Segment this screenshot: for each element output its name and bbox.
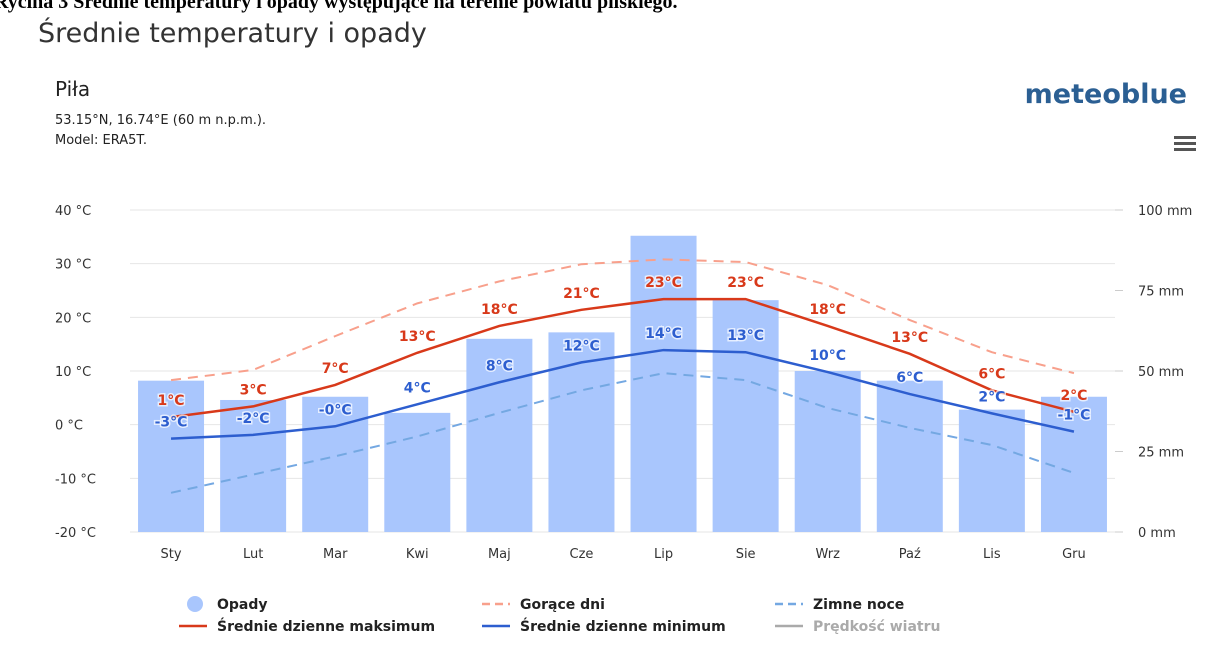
data-label: 14°C	[645, 326, 682, 342]
legend-label[interactable]: Prędkość wiatru	[813, 619, 940, 635]
data-label: 13°C	[891, 330, 928, 346]
line	[170, 297, 1075, 419]
data-label: -2°C	[237, 411, 270, 427]
bar	[630, 235, 697, 532]
y-tick-label: 20 °C	[55, 311, 91, 326]
legend-swatch	[187, 596, 203, 612]
line	[170, 258, 1075, 382]
data-label: 2°C	[978, 389, 1005, 405]
x-tick-label: Sie	[736, 547, 756, 562]
data-label: -1°C	[1058, 408, 1091, 424]
y2-tick-label: 100 mm	[1138, 204, 1192, 219]
y-tick-label: 40 °C	[55, 204, 91, 219]
x-tick-label: Mar	[323, 547, 348, 562]
brand-logo: meteoblue	[1025, 79, 1187, 110]
bar	[466, 338, 533, 532]
bar	[1040, 396, 1107, 532]
y-tick-label: -10 °C	[55, 472, 96, 487]
data-label: 13°C	[727, 328, 764, 344]
data-label: 21°C	[563, 286, 600, 302]
legend-label[interactable]: Zimne noce	[813, 597, 904, 613]
data-label: 23°C	[645, 275, 682, 291]
data-label: 2°C	[1060, 388, 1087, 404]
y2-tick-label: 50 mm	[1138, 365, 1184, 380]
data-label: 6°C	[978, 366, 1005, 382]
data-label: 4°C	[404, 380, 431, 396]
data-label: 23°C	[727, 275, 764, 291]
data-label: -0°C	[319, 402, 352, 418]
bar	[138, 380, 205, 532]
bar	[794, 371, 861, 532]
data-label: 18°C	[481, 302, 518, 318]
y2-tick-label: 75 mm	[1138, 285, 1184, 300]
bar	[958, 409, 1025, 532]
x-tick-label: Cze	[570, 547, 594, 562]
legend-label[interactable]: Średnie dzienne maksimum	[217, 617, 435, 635]
x-tick-label: Lis	[983, 547, 1001, 562]
chart-title: Średnie temperatury i opady	[38, 17, 427, 49]
y-tick-label: 30 °C	[55, 258, 91, 273]
location: Piła	[55, 77, 90, 101]
x-tick-label: Maj	[488, 547, 511, 562]
bar	[384, 412, 451, 532]
data-label: 13°C	[399, 329, 436, 345]
data-label: 10°C	[809, 348, 846, 364]
coordinates: 53.15°N, 16.74°E (60 m n.p.m.).	[55, 113, 266, 128]
data-label: 12°C	[563, 338, 600, 354]
y-tick-label: 0 °C	[55, 419, 83, 434]
data-label: 6°C	[896, 370, 923, 386]
data-label: 1°C	[158, 393, 185, 409]
line	[170, 372, 1075, 494]
y2-tick-label: 25 mm	[1138, 446, 1184, 461]
data-label: -3°C	[155, 415, 188, 431]
legend-label[interactable]: Gorące dni	[520, 597, 605, 613]
model: Model: ERA5T.	[55, 133, 147, 148]
bar	[712, 300, 779, 532]
menu-icon[interactable]	[1174, 136, 1196, 151]
legend-label[interactable]: Opady	[217, 597, 268, 613]
bar	[548, 332, 615, 532]
data-label: 18°C	[809, 302, 846, 318]
x-tick-label: Lut	[243, 547, 263, 562]
x-tick-label: Paź	[899, 547, 921, 562]
data-label: 7°C	[322, 361, 349, 377]
x-tick-label: Kwi	[406, 547, 429, 562]
y2-tick-label: 0 mm	[1138, 526, 1176, 541]
x-tick-label: Lip	[654, 547, 673, 562]
bar	[220, 399, 287, 532]
y-tick-label: 10 °C	[55, 365, 91, 380]
data-label: 8°C	[486, 358, 513, 374]
x-tick-label: Wrz	[815, 547, 840, 562]
bar	[876, 380, 943, 532]
x-tick-label: Gru	[1062, 547, 1086, 562]
legend-label[interactable]: Średnie dzienne minimum	[520, 617, 726, 635]
data-label: 3°C	[240, 382, 267, 398]
line	[170, 348, 1075, 440]
caption: Rycina 3 Średnie temperatury i opady wys…	[0, 0, 678, 13]
x-tick-label: Sty	[161, 547, 182, 562]
y-tick-label: -20 °C	[55, 526, 96, 541]
